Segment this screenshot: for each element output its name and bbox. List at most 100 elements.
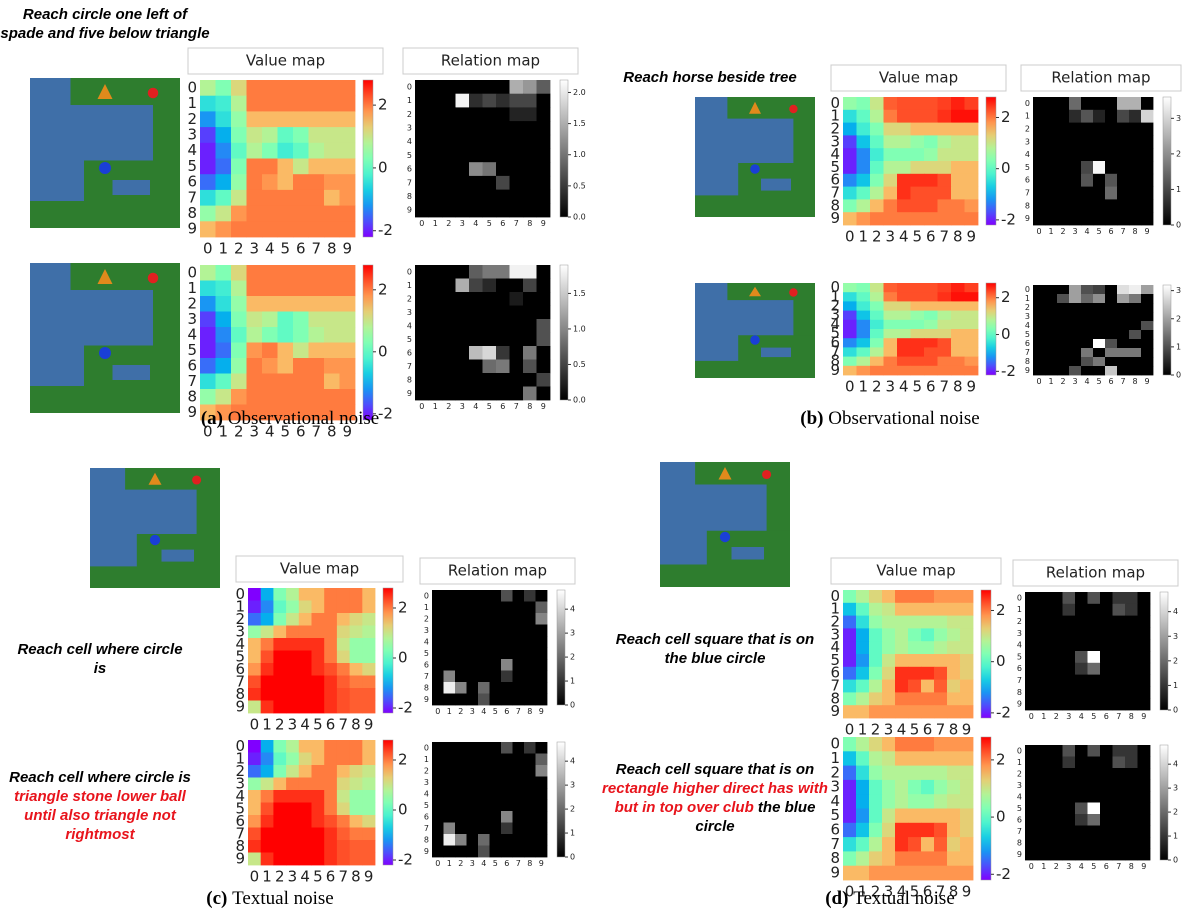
heat-cell	[921, 628, 934, 641]
heat-cell	[1038, 803, 1051, 815]
game-circle	[150, 535, 160, 545]
heat-cell	[286, 676, 299, 689]
heat-cell	[278, 281, 294, 297]
heat-cell	[1069, 110, 1081, 123]
heat-cell	[1038, 757, 1051, 769]
heat-cell	[490, 636, 502, 648]
heat-cell	[1125, 592, 1138, 604]
heat-cell	[908, 603, 921, 616]
heat-cell	[1033, 187, 1045, 200]
row-tick-label: 3	[424, 778, 429, 787]
heat-cell	[1075, 651, 1088, 663]
heat-cell	[312, 753, 325, 766]
heat-cell	[1100, 675, 1113, 687]
heat-cell	[951, 320, 965, 330]
heat-cell	[455, 777, 467, 789]
heat-cell	[1117, 330, 1129, 339]
heat-cell	[960, 766, 973, 781]
heat-cell	[350, 790, 363, 803]
col-tick-label: 1	[1041, 712, 1046, 721]
heat-cell	[432, 648, 444, 660]
heat-cell	[432, 694, 444, 706]
heat-cell	[1045, 199, 1057, 212]
row-tick-label: 8	[1025, 201, 1030, 210]
heat-cell	[340, 374, 356, 390]
heat-cell	[843, 680, 856, 693]
heat-cell	[312, 828, 325, 841]
col-tick-label: 3	[249, 240, 259, 258]
heat-cell	[965, 320, 979, 330]
heat-cell	[293, 358, 309, 374]
heat-cell	[965, 366, 979, 376]
heat-cell	[524, 823, 536, 835]
heat-cell	[1045, 321, 1057, 330]
heat-cell	[299, 601, 312, 614]
col-tick-label: 2	[446, 402, 451, 411]
heat-cell	[938, 212, 952, 225]
heat-cell	[536, 742, 548, 754]
col-tick-label: 3	[1072, 377, 1077, 386]
heat-cell	[869, 590, 882, 603]
heat-cell	[501, 590, 513, 602]
heat-cell	[248, 701, 261, 714]
heat-cell	[1063, 780, 1076, 792]
heat-cell	[1025, 616, 1038, 628]
heat-cell	[312, 626, 325, 639]
heat-cell	[897, 292, 911, 302]
col-tick-label: 1	[1041, 862, 1046, 871]
instruction-segment: Reach cell where circle is	[9, 769, 191, 786]
heat-cell	[337, 688, 350, 701]
heat-cell	[216, 265, 232, 281]
heat-cell	[510, 387, 524, 401]
heat-cell	[337, 588, 350, 601]
heat-cell	[324, 815, 337, 828]
heat-cell	[1069, 187, 1081, 200]
heat-cell	[921, 616, 934, 629]
heat-cell	[884, 366, 898, 376]
heat-cell	[843, 110, 857, 123]
heat-cell	[293, 221, 309, 237]
heat-cell	[1075, 639, 1088, 651]
heat-cell	[1057, 187, 1069, 200]
colorbar-tick-label: 1	[1176, 185, 1181, 194]
heat-cell	[455, 636, 467, 648]
heat-cell	[286, 765, 299, 778]
heat-cell	[951, 283, 965, 293]
col-tick-label: 0	[435, 859, 440, 868]
heat-cell	[1057, 348, 1069, 357]
heat-cell	[247, 221, 263, 237]
colorbar-tick-label: 0.0	[573, 213, 586, 222]
heat-cell	[513, 765, 525, 777]
heat-cell	[951, 148, 965, 161]
heat-cell	[951, 135, 965, 148]
heat-cell	[537, 333, 551, 347]
colorbar-tick-label: 2	[1173, 656, 1178, 665]
heat-cell	[882, 866, 895, 881]
heat-cell	[340, 127, 356, 143]
heat-cell	[216, 296, 232, 312]
heat-cell	[523, 121, 537, 135]
heat-cell	[478, 602, 490, 614]
heat-cell	[1129, 294, 1141, 303]
game-land	[30, 201, 180, 228]
heat-cell	[1141, 330, 1153, 339]
heat-cell	[921, 809, 934, 824]
heat-cell	[496, 292, 510, 306]
heat-cell	[1025, 768, 1038, 780]
heat-cell	[216, 127, 232, 143]
col-tick-label: 6	[326, 868, 336, 886]
heat-cell	[444, 800, 456, 812]
col-tick-label: 9	[966, 378, 976, 396]
heat-cell	[231, 358, 247, 374]
heat-cell	[537, 190, 551, 204]
col-tick-label: 4	[481, 859, 486, 868]
colorbar-tick-label: 4	[570, 605, 575, 614]
row-tick-label: 2	[407, 110, 412, 119]
heat-cell	[1100, 803, 1113, 815]
heat-cell	[1141, 366, 1153, 375]
heat-cell	[247, 358, 263, 374]
heat-cell	[882, 641, 895, 654]
heat-cell	[483, 121, 497, 135]
caption-text: Observational noise	[228, 408, 379, 429]
row-tick-label: 1	[1017, 758, 1022, 767]
